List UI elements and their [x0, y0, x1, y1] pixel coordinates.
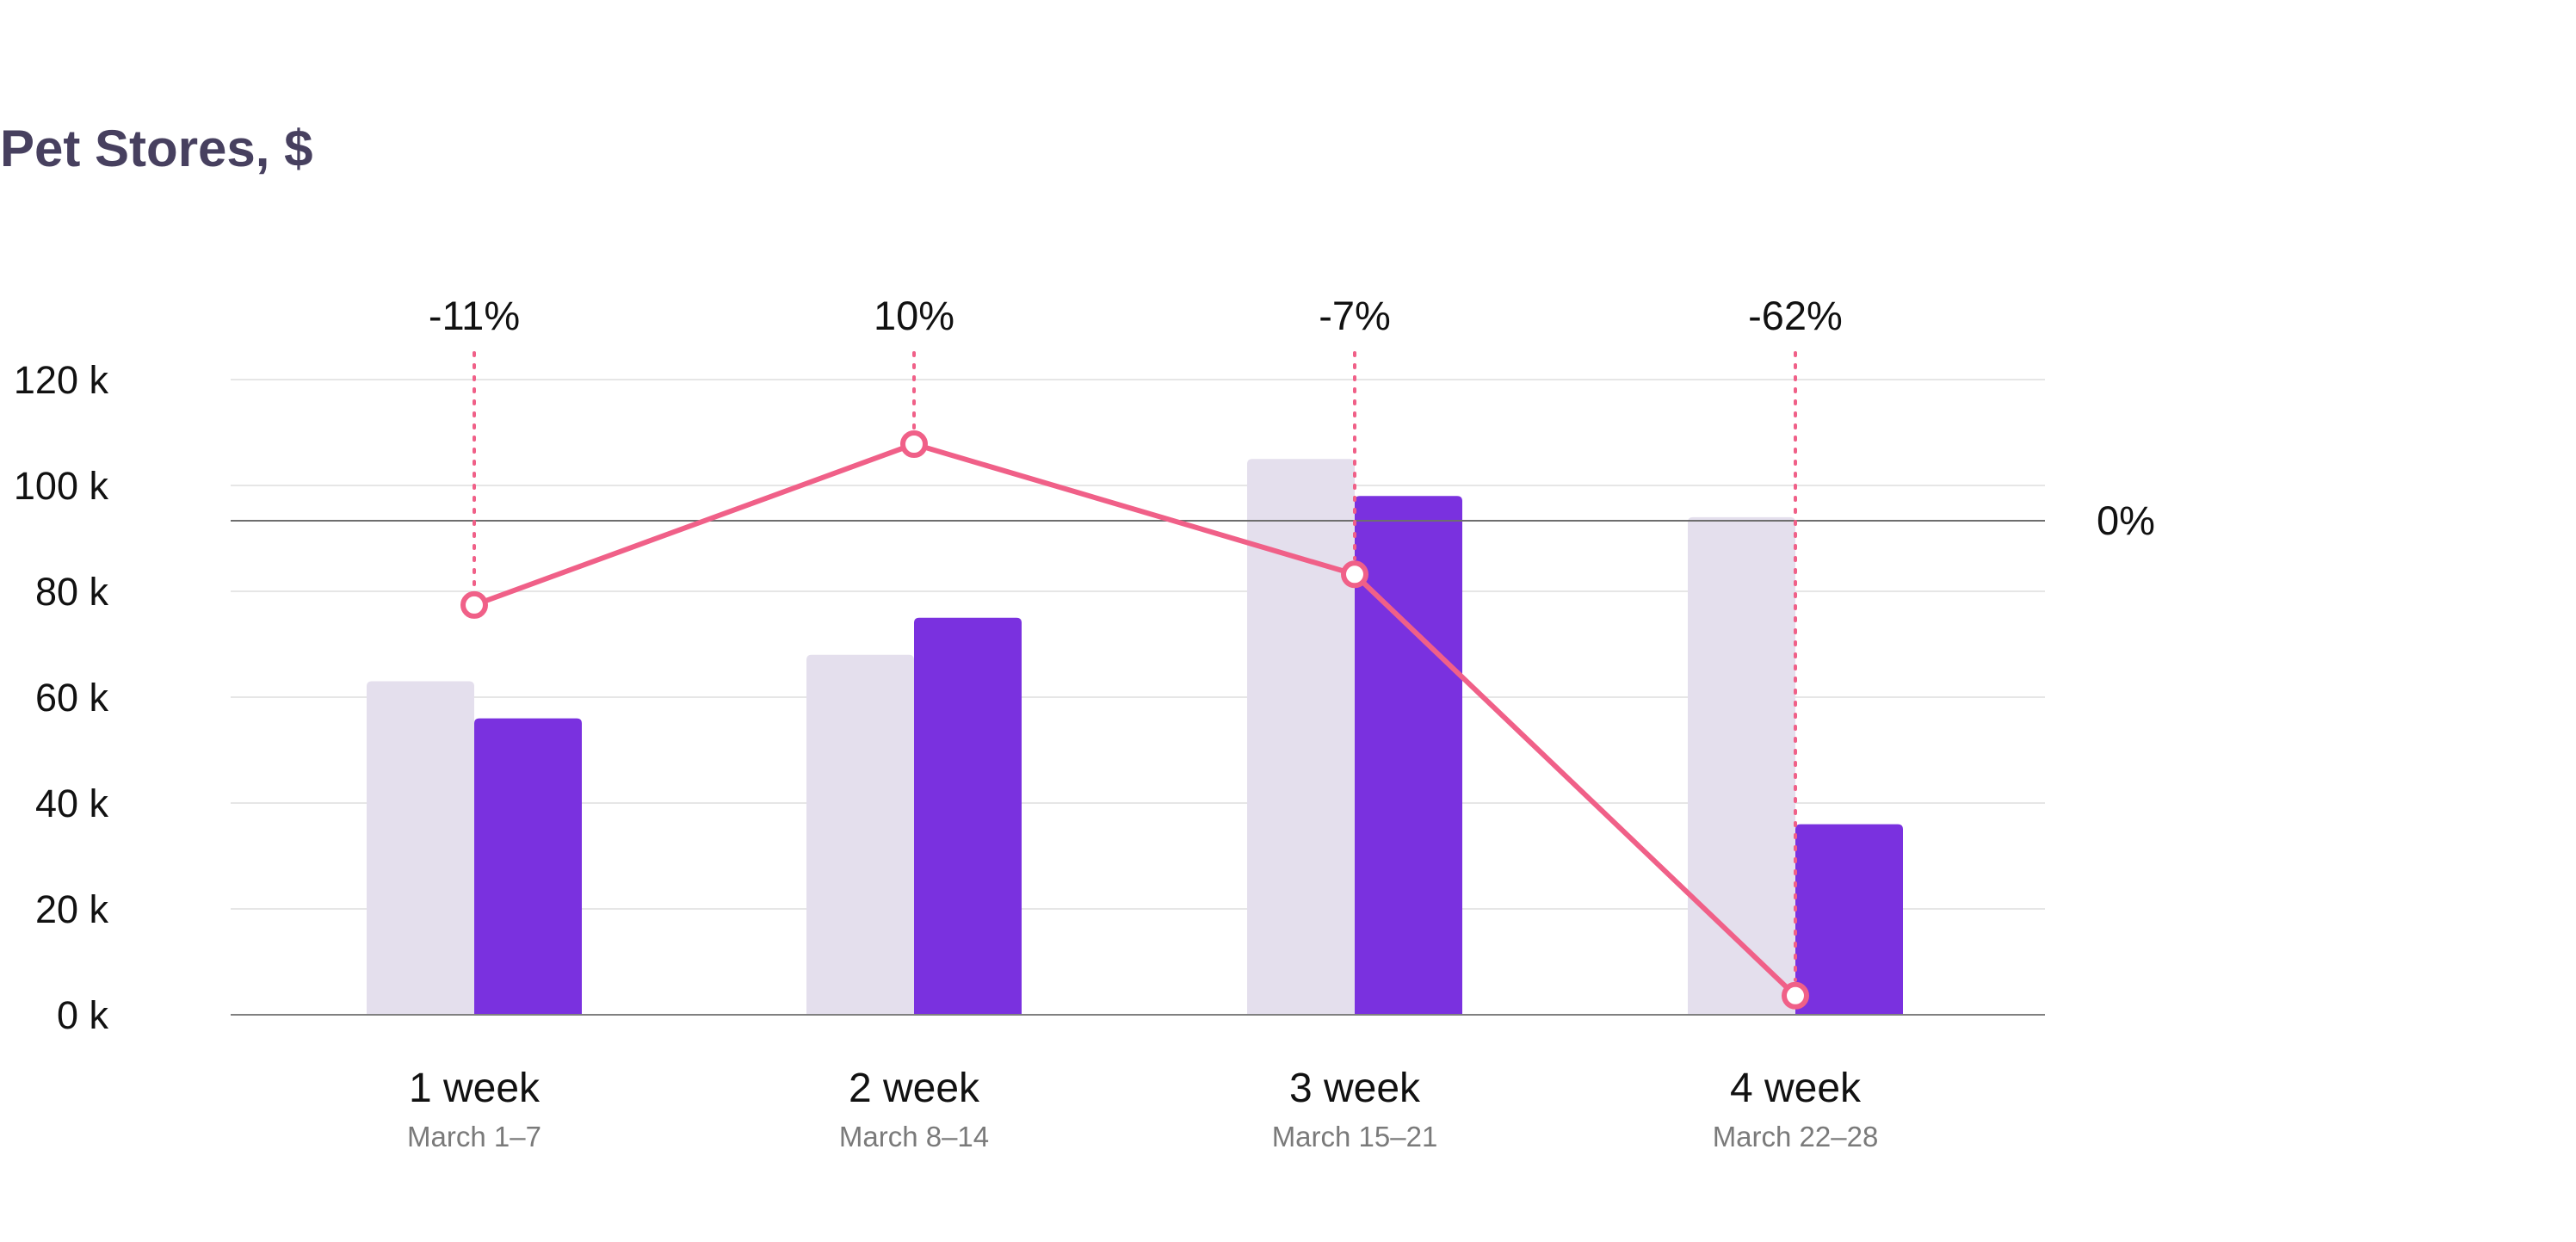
change-line — [473, 442, 1798, 998]
change-point — [1341, 560, 1368, 589]
bar-current — [1795, 824, 1903, 1015]
change-point — [460, 590, 488, 619]
bar-current — [1355, 496, 1462, 1015]
change-label: -7% — [1319, 293, 1391, 338]
y-tick-label: 100 k — [14, 464, 109, 508]
bar-previous — [1688, 516, 1795, 1015]
y-tick-label: 0 k — [57, 993, 109, 1037]
x-category-label: 4 week — [1730, 1066, 1862, 1111]
bar-current — [474, 718, 582, 1015]
x-date-range-label: March 22–28 — [1713, 1121, 1879, 1152]
change-point — [900, 430, 928, 458]
change-label: -62% — [1748, 293, 1843, 338]
change-point — [1782, 981, 1809, 1010]
x-date-range-label: March 8–14 — [839, 1121, 989, 1152]
y-tick-label: 120 k — [14, 358, 109, 402]
x-category-label: 1 week — [409, 1066, 541, 1111]
y-tick-label: 80 k — [35, 570, 109, 614]
x-category-label: 3 week — [1289, 1066, 1421, 1111]
chart-title: Pet Stores, $ — [0, 120, 313, 177]
change-label: -11% — [429, 293, 520, 338]
bar-previous — [1247, 459, 1355, 1015]
zero-percent-label: 0% — [2097, 497, 2155, 543]
x-category-label: 2 week — [849, 1066, 980, 1111]
bar-previous — [367, 681, 474, 1015]
y-tick-label: 20 k — [35, 887, 109, 931]
change-label: 10% — [874, 293, 954, 338]
x-date-range-label: March 1–7 — [407, 1121, 541, 1152]
x-date-range-label: March 15–21 — [1272, 1121, 1438, 1152]
y-tick-label: 40 k — [35, 782, 109, 825]
bar-current — [914, 617, 1022, 1015]
bar-previous — [806, 654, 914, 1015]
y-tick-label: 60 k — [35, 676, 109, 720]
